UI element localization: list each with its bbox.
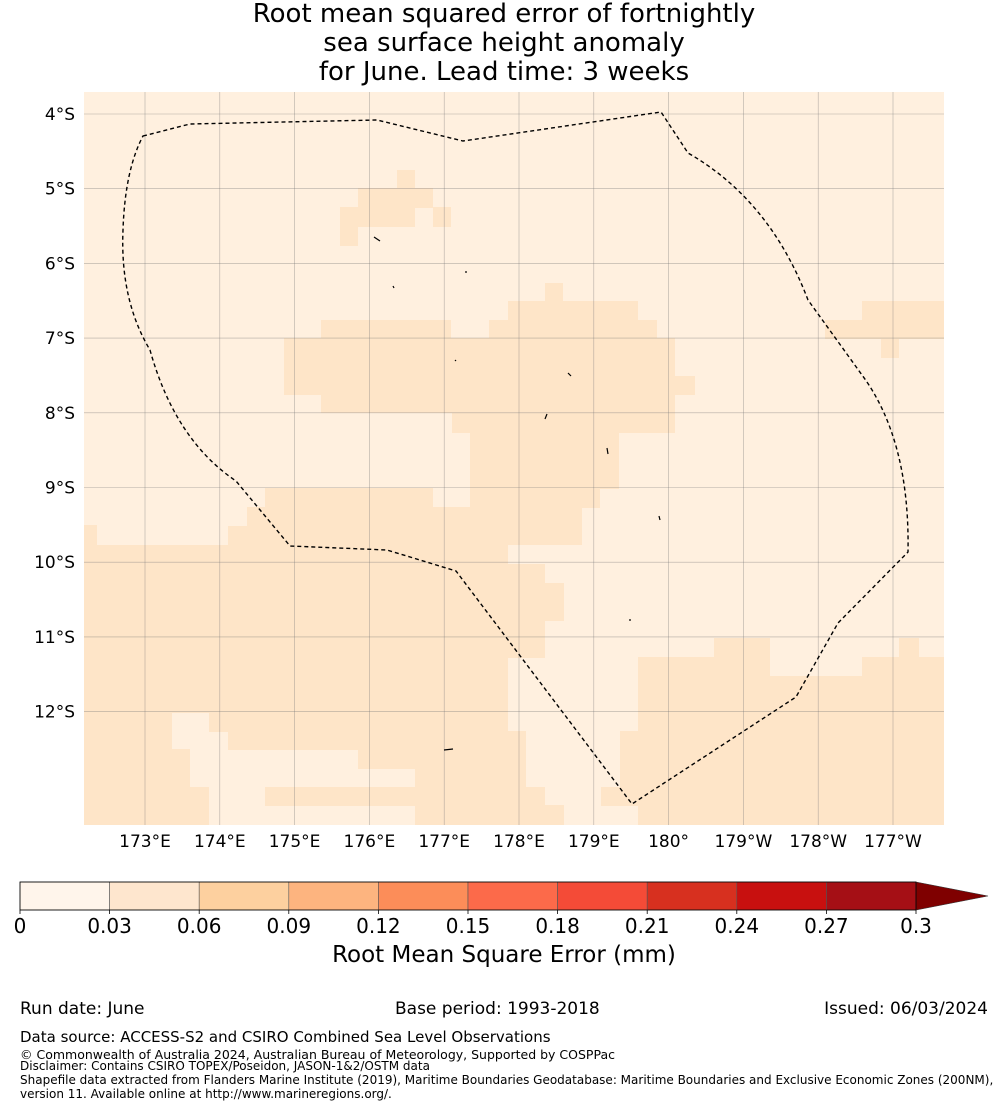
colorbar-tick-label: 0.09 xyxy=(267,914,312,938)
title-line-2: sea surface height anomaly xyxy=(323,28,685,58)
colorbar-extend-arrow xyxy=(915,881,989,911)
colorbar-tick-label: 0.12 xyxy=(356,914,401,938)
lon-tick-label: 180° xyxy=(648,832,689,852)
colorbar-bin xyxy=(646,881,738,911)
colorbar-bin xyxy=(736,881,827,911)
island xyxy=(392,285,395,289)
lon-tick-label: 177°E xyxy=(418,832,470,852)
colorbar-bin xyxy=(19,881,110,911)
colorbar-bin xyxy=(557,881,648,911)
lat-tick-label: 11°S xyxy=(34,628,75,648)
longitude-labels: 173°E 174°E 175°E 176°E 177°E 178°E 179°E 180° 1… xyxy=(119,832,922,852)
title-line-3: for June. Lead time: 3 weeks xyxy=(318,57,690,87)
shapefile-credit-line-2: version 11. Available online at http://w… xyxy=(20,1087,392,1101)
lon-tick-label: 179°W xyxy=(715,832,773,852)
lon-tick-label: 178°W xyxy=(789,832,847,852)
issued-date: Issued: 06/03/2024 xyxy=(824,999,988,1019)
island xyxy=(658,515,661,521)
lat-tick-label: 10°S xyxy=(34,553,75,573)
lon-tick-label: 177°W xyxy=(864,832,922,852)
lat-tick-label: 9°S xyxy=(45,479,75,499)
lon-tick-label: 178°E xyxy=(493,832,545,852)
map-title: Root mean squared error of fortnightly s… xyxy=(0,0,1008,87)
colorbar-tick-label: 0.24 xyxy=(715,914,760,938)
lat-tick-label: 12°S xyxy=(34,703,75,723)
island xyxy=(454,359,457,362)
data-source: Data source: ACCESS-S2 and CSIRO Combine… xyxy=(20,1028,551,1046)
lat-tick-label: 5°S xyxy=(45,180,75,200)
colorbar-label: Root Mean Square Error (mm) xyxy=(332,942,676,968)
latitude-labels: 4°S 5°S 6°S 7°S 8°S 9°S 10°S 11°S 12°S xyxy=(34,105,75,723)
title-line-1: Root mean squared error of fortnightly xyxy=(252,0,756,29)
lat-tick-label: 4°S xyxy=(45,105,75,125)
colorbar-bin xyxy=(467,881,558,911)
gridlines xyxy=(84,92,944,825)
disclaimer: Disclaimer: Contains CSIRO TOPEX/Poseido… xyxy=(20,1059,430,1073)
copyright: © Commonwealth of Australia 2024, Austra… xyxy=(20,1047,615,1062)
lat-tick-label: 6°S xyxy=(45,254,75,274)
lon-tick-label: 174°E xyxy=(194,832,246,852)
lon-tick-label: 175°E xyxy=(269,832,321,852)
lon-tick-label: 179°E xyxy=(568,832,620,852)
island xyxy=(606,447,609,455)
run-date: Run date: June xyxy=(20,999,145,1019)
colorbar-bin xyxy=(109,881,200,911)
lat-tick-label: 7°S xyxy=(45,329,75,349)
eez-boundary xyxy=(122,111,909,805)
colorbar-tick-label: 0.03 xyxy=(87,914,132,938)
islands xyxy=(373,236,661,751)
colorbar-bin xyxy=(198,881,290,911)
colorbar-bin xyxy=(378,881,469,911)
colorbar-tick-label: 0.06 xyxy=(177,914,222,938)
island xyxy=(443,748,454,751)
lat-tick-label: 8°S xyxy=(45,404,75,424)
colorbar-tick-label: 0.27 xyxy=(804,914,849,938)
island xyxy=(373,236,381,242)
map-figure: 4°S 5°S 6°S 7°S 8°S 9°S 10°S 11°S 12°S 173°E 174°… xyxy=(14,92,989,938)
colorbar-bin xyxy=(288,881,379,911)
colorbar-tick-label: 0.21 xyxy=(625,914,670,938)
lon-tick-label: 173°E xyxy=(119,832,171,852)
colorbar-tick-label: 0 xyxy=(14,914,27,938)
base-period: Base period: 1993-2018 xyxy=(395,999,600,1019)
colorbar: 0 0.03 0.06 0.09 0.12 0.15 0.18 0.21 0.24 0.27 0.3 xyxy=(14,881,989,938)
colorbar-bin xyxy=(826,881,917,911)
island xyxy=(544,413,548,420)
colorbar-tick-label: 0.3 xyxy=(900,914,932,938)
island xyxy=(567,372,572,377)
colorbar-tick-label: 0.15 xyxy=(446,914,491,938)
shapefile-credit-line-1: Shapefile data extracted from Flanders M… xyxy=(20,1073,994,1087)
lon-tick-label: 176°E xyxy=(344,832,396,852)
colorbar-tick-label: 0.18 xyxy=(535,914,580,938)
